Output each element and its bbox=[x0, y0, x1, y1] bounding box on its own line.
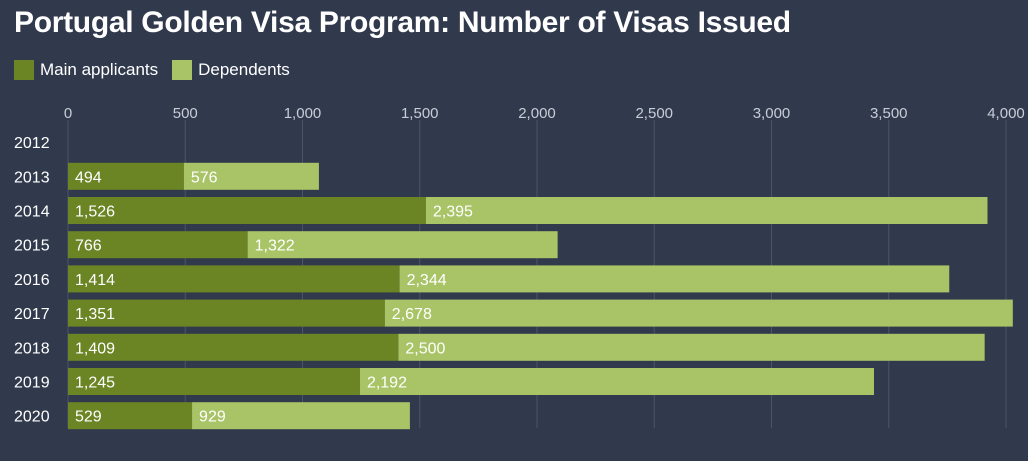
x-tick-label: 0 bbox=[64, 105, 72, 122]
bar-main-applicants[interactable] bbox=[68, 162, 184, 190]
y-category-label: 2016 bbox=[14, 272, 50, 289]
bar-label-dependents: 2,395 bbox=[433, 204, 473, 221]
bar-label-dependents: 2,344 bbox=[407, 272, 447, 289]
bar-dependents[interactable] bbox=[359, 368, 874, 395]
bar-dependents[interactable] bbox=[192, 402, 410, 430]
y-category-label: 2019 bbox=[14, 375, 50, 392]
x-tick-label: 1,000 bbox=[284, 105, 322, 122]
x-tick-label: 4,000 bbox=[987, 105, 1025, 122]
bar-label-main-applicants: 766 bbox=[75, 238, 102, 255]
y-category-label: 2017 bbox=[14, 306, 50, 323]
chart-title: Portugal Golden Visa Program: Number of … bbox=[14, 6, 791, 39]
bar-main-applicants[interactable] bbox=[68, 333, 399, 361]
y-category-label: 2013 bbox=[14, 169, 50, 186]
bar-main-applicants[interactable] bbox=[68, 402, 193, 430]
x-tick-label: 3,500 bbox=[870, 105, 908, 122]
bar-main-applicants[interactable] bbox=[68, 299, 385, 327]
y-category-label: 2015 bbox=[14, 238, 50, 255]
x-tick-label: 500 bbox=[173, 105, 198, 122]
bar-dependents[interactable] bbox=[425, 197, 988, 224]
bar-label-dependents: 1,322 bbox=[255, 238, 295, 255]
bar-dependents[interactable] bbox=[399, 265, 950, 293]
bar-main-applicants[interactable] bbox=[68, 368, 360, 395]
bar-main-applicants[interactable] bbox=[68, 231, 248, 259]
bar-dependents[interactable] bbox=[398, 333, 985, 361]
bar-dependents[interactable] bbox=[247, 231, 558, 259]
bar-main-applicants[interactable] bbox=[68, 197, 426, 224]
bar-label-dependents: 2,678 bbox=[392, 306, 432, 323]
bar-label-main-applicants: 1,409 bbox=[75, 340, 115, 357]
bar-label-main-applicants: 494 bbox=[75, 169, 102, 186]
y-category-label: 2020 bbox=[14, 409, 50, 426]
bar-dependents[interactable] bbox=[384, 299, 1013, 327]
legend-label-dependents: Dependents bbox=[198, 60, 290, 79]
bar-label-dependents: 2,192 bbox=[367, 375, 407, 392]
bar-label-dependents: 2,500 bbox=[405, 340, 445, 357]
bar-label-main-applicants: 1,351 bbox=[75, 306, 115, 323]
bar-label-main-applicants: 529 bbox=[75, 409, 102, 426]
bar-label-main-applicants: 1,526 bbox=[75, 204, 115, 221]
y-category-label: 2014 bbox=[14, 204, 50, 221]
legend-swatch-dependents bbox=[172, 60, 193, 80]
legend-item-main-applicants[interactable]: Main applicants bbox=[14, 60, 158, 80]
x-tick-label: 3,000 bbox=[753, 105, 791, 122]
x-tick-label: 1,500 bbox=[401, 105, 439, 122]
bar-label-main-applicants: 1,414 bbox=[75, 272, 115, 289]
legend-item-dependents[interactable]: Dependents bbox=[172, 60, 290, 80]
bar-main-applicants[interactable] bbox=[68, 265, 400, 293]
x-tick-label: 2,000 bbox=[518, 105, 556, 122]
bar-label-dependents: 929 bbox=[199, 409, 226, 426]
bar-label-main-applicants: 1,245 bbox=[75, 375, 115, 392]
bar-label-dependents: 576 bbox=[191, 169, 218, 186]
legend-swatch-main-applicants bbox=[14, 60, 34, 80]
y-category-label: 2012 bbox=[14, 135, 50, 152]
legend-label-main-applicants: Main applicants bbox=[40, 60, 159, 79]
y-category-label: 2018 bbox=[14, 340, 50, 357]
x-tick-label: 2,500 bbox=[635, 105, 673, 122]
bar-dependents[interactable] bbox=[183, 162, 319, 190]
legend: Main applicants Dependents bbox=[14, 60, 304, 80]
